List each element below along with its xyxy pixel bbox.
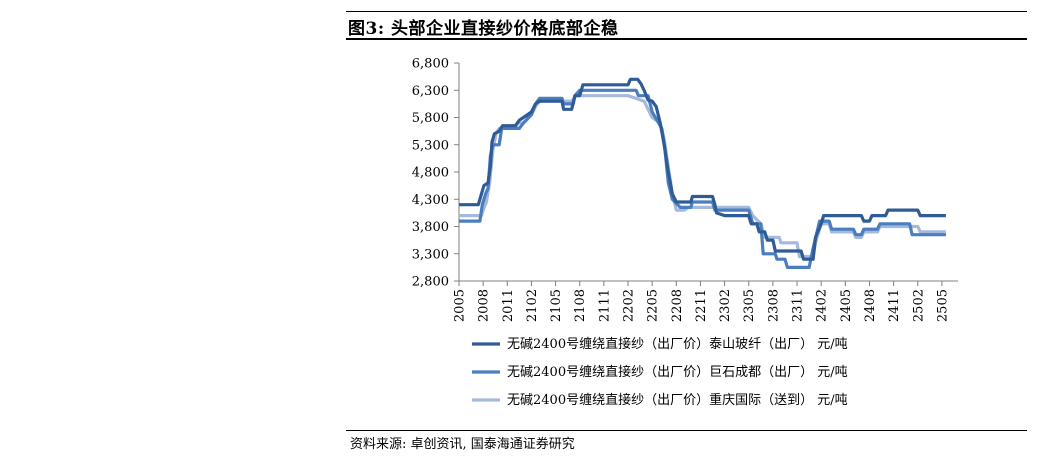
y-tick-label: 6,800: [412, 57, 449, 72]
figure-title: 图3: 头部企业直接纱价格底部企稳: [348, 19, 619, 39]
y-tick-label: 3,800: [412, 220, 449, 235]
legend-label: 无碱2400号缠绕直接纱（出厂价）泰山玻纤（出厂） 元/吨: [507, 336, 848, 352]
x-tick-label: 2205: [646, 289, 661, 322]
top-rule: [346, 11, 1027, 12]
y-tick-label: 5,300: [412, 138, 449, 153]
legend-item-2: 无碱2400号缠绕直接纱（出厂价）巨石成都（出厂） 元/吨: [472, 364, 848, 380]
x-tick-label: 2011: [501, 289, 516, 322]
x-tick-label: 2208: [670, 289, 685, 322]
y-tick-label: 2,800: [412, 275, 449, 290]
series-line-2: [459, 88, 946, 269]
series-line-3: [459, 94, 946, 259]
series-line-1: [459, 77, 946, 261]
x-tick-label: 2411: [887, 289, 902, 322]
x-tick-label: 2111: [597, 289, 612, 322]
x-tick-label: 2308: [766, 289, 781, 322]
legend-label: 无碱2400号缠绕直接纱（出厂价）巨石成都（出厂） 元/吨: [507, 364, 848, 380]
legend-item-1: 无碱2400号缠绕直接纱（出厂价）泰山玻纤（出厂） 元/吨: [472, 336, 848, 352]
x-tick-label: 2305: [742, 289, 757, 322]
y-tick-label: 5,800: [412, 111, 449, 126]
y-tick-label: 4,800: [412, 166, 449, 181]
x-tick-label: 2311: [791, 289, 806, 322]
x-tick-label: 2302: [718, 289, 733, 322]
legend-label: 无碱2400号缠绕直接纱（出厂价）重庆国际（送到） 元/吨: [507, 392, 848, 408]
title-rule: [346, 38, 1027, 40]
x-tick-label: 2105: [549, 289, 564, 322]
x-tick-label: 2505: [935, 289, 950, 322]
x-tick-label: 2502: [911, 289, 926, 322]
x-tick-label: 2005: [453, 289, 468, 322]
x-tick-label: 2008: [477, 289, 492, 322]
x-tick-label: 2202: [622, 289, 637, 322]
x-tick-label: 2102: [525, 289, 540, 322]
y-tick-label: 6,300: [412, 84, 449, 99]
source-note: 资料来源: 卓创资讯, 国泰海通证券研究: [350, 437, 575, 452]
x-tick-label: 2405: [839, 289, 854, 322]
x-tick-label: 2211: [694, 289, 709, 322]
x-tick-label: 2108: [573, 289, 588, 322]
bottom-rule: [346, 430, 1027, 431]
y-tick-label: 4,300: [412, 193, 449, 208]
line-chart: 2,800 3,300 3,800 4,300 4,800 5,300 5,800 6,300…: [412, 57, 958, 408]
legend-item-3: 无碱2400号缠绕直接纱（出厂价）重庆国际（送到） 元/吨: [472, 392, 848, 408]
y-tick-label: 3,300: [412, 247, 449, 262]
x-tick-label: 2402: [815, 289, 830, 322]
x-tick-label: 2408: [863, 289, 878, 322]
